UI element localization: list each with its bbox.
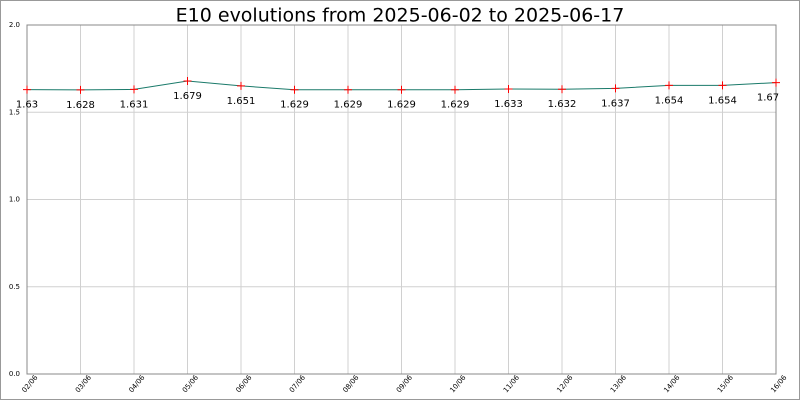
- marker: [290, 85, 299, 94]
- y-tick-label: 0.0: [9, 370, 20, 378]
- data-label: 1.629: [387, 100, 416, 111]
- chart-title: E10 evolutions from 2025-06-02 to 2025-0…: [176, 5, 625, 27]
- marker: [23, 85, 31, 94]
- data-label: 1.679: [173, 91, 202, 102]
- plot-border: [26, 24, 777, 375]
- marker: [558, 85, 566, 94]
- data-label: 1.629: [334, 100, 363, 111]
- marker: [183, 77, 192, 86]
- data-label: 1.631: [120, 99, 149, 110]
- data-label: 1.633: [494, 99, 523, 110]
- data-label: 1.632: [548, 99, 577, 110]
- marker: [772, 78, 780, 87]
- marker: [718, 81, 727, 90]
- marker: [397, 85, 406, 94]
- y-tick-label: 1.5: [9, 108, 20, 116]
- data-label: 1.637: [601, 98, 630, 109]
- marker: [451, 85, 459, 94]
- marker: [76, 85, 85, 94]
- marker: [130, 85, 138, 94]
- y-tick-label: 1.0: [9, 196, 20, 204]
- y-tick-label: 2.0: [9, 21, 20, 29]
- data-label: 1.651: [227, 96, 256, 107]
- data-label: 1.654: [655, 95, 684, 106]
- data-label: 1.67: [757, 93, 779, 104]
- data-label: 1.628: [66, 100, 95, 111]
- marker: [665, 81, 673, 90]
- data-label: 1.654: [708, 95, 737, 106]
- marker: [237, 81, 245, 90]
- marker: [504, 85, 513, 94]
- y-tick-label: 0.5: [9, 283, 20, 291]
- data-label: 1.63: [16, 100, 38, 111]
- data-label: 1.629: [280, 100, 309, 111]
- data-label: 1.629: [441, 100, 470, 111]
- marker: [611, 84, 620, 93]
- marker: [344, 85, 352, 94]
